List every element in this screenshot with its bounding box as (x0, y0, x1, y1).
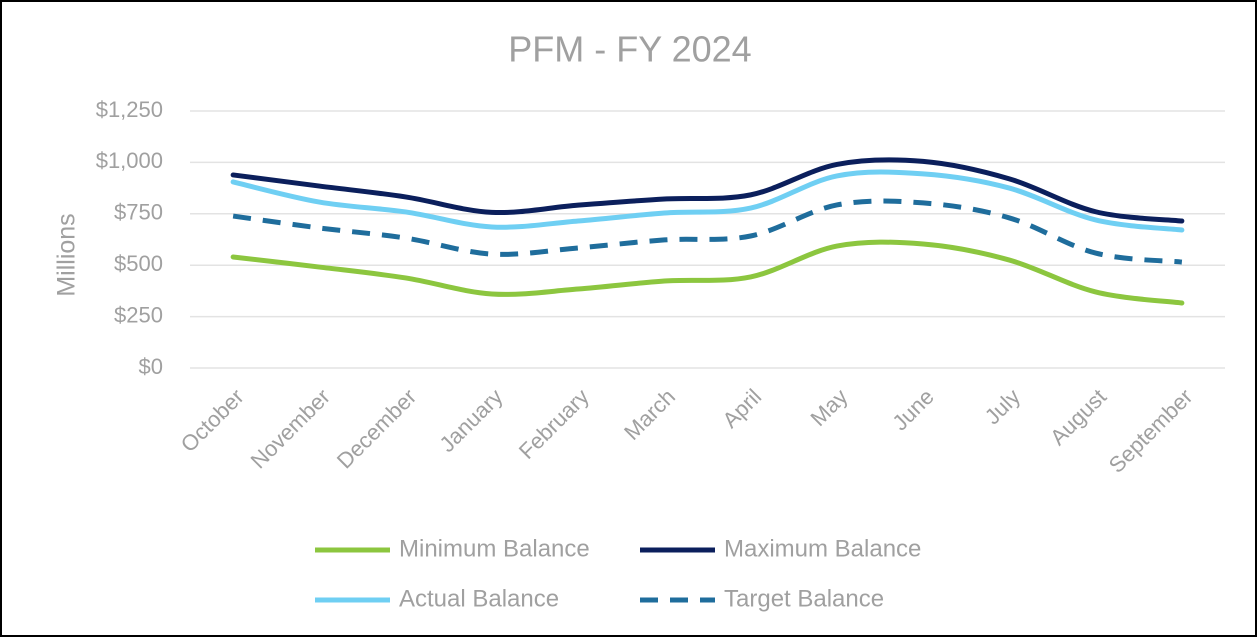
y-tick-label: $0 (139, 354, 163, 379)
legend-label: Maximum Balance (724, 535, 921, 562)
y-axis-title: Millions (53, 213, 81, 296)
series-line (232, 198, 1183, 265)
legend-label: Actual Balance (399, 585, 559, 612)
y-tick-label: $1,000 (96, 148, 163, 173)
legend-label: Minimum Balance (399, 535, 590, 562)
y-tick-label: $1,250 (96, 97, 163, 122)
chart-title: PFM - FY 2024 (508, 29, 751, 70)
legend-label: Target Balance (724, 585, 884, 612)
y-tick-label: $500 (114, 251, 163, 276)
series-line (230, 239, 1185, 306)
series-line (230, 157, 1185, 224)
series-line (230, 169, 1185, 233)
y-tick-label: $750 (114, 200, 163, 225)
y-tick-label: $250 (114, 302, 163, 327)
